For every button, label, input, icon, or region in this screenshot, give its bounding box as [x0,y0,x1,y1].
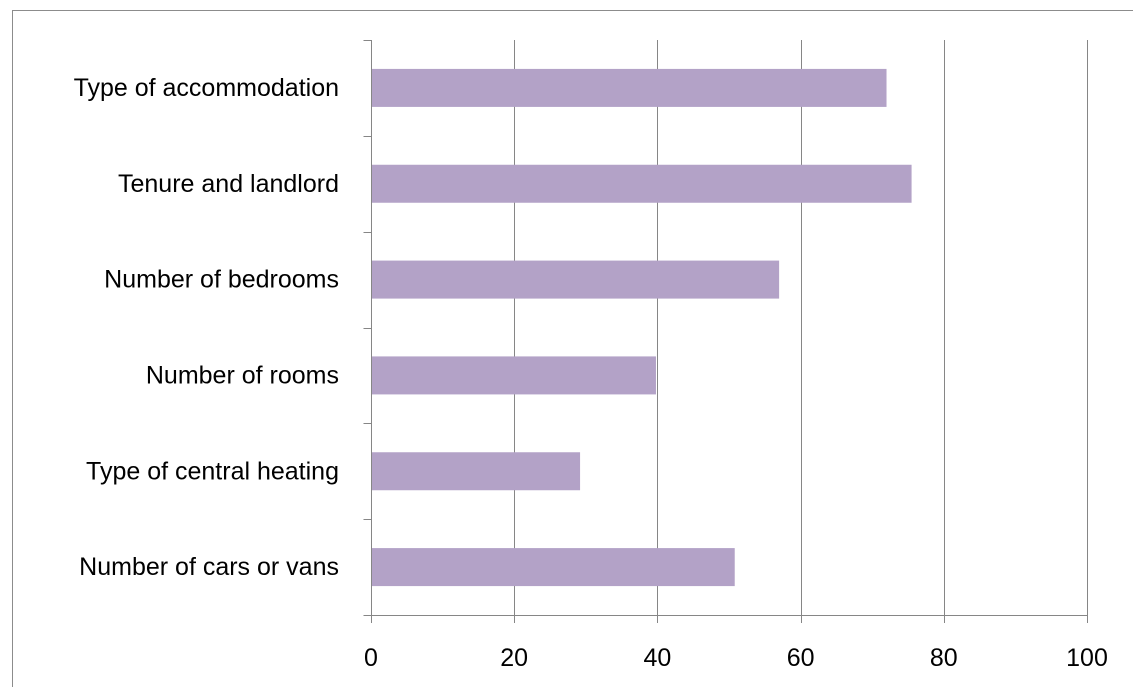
x-tick-label: 80 [930,644,958,672]
category-label: Type of central heating [86,457,339,485]
bar-0 [371,68,887,107]
x-tick-label: 0 [364,644,378,672]
x-tick-label: 60 [787,644,815,672]
axes [363,40,1088,623]
x-tick-label: 40 [643,644,671,672]
category-label: Number of rooms [146,361,339,389]
category-label: Number of bedrooms [104,266,339,294]
bar-2 [371,260,780,299]
labels: 0 20 40 60 80 100 Type of accommodation Tenure … [74,74,1108,672]
chart-frame [12,10,1133,687]
bar-4 [371,452,581,491]
gridlines [514,40,1088,615]
category-label: Tenure and landlord [118,170,339,198]
bar-3 [371,356,656,395]
bar-1 [371,164,912,203]
x-tick-label: 20 [500,644,528,672]
bars [371,68,912,587]
category-label: Number of cars or vans [79,553,339,581]
category-label: Type of accommodation [74,74,339,102]
x-tick-label: 100 [1066,644,1108,672]
bar-5 [371,548,735,587]
